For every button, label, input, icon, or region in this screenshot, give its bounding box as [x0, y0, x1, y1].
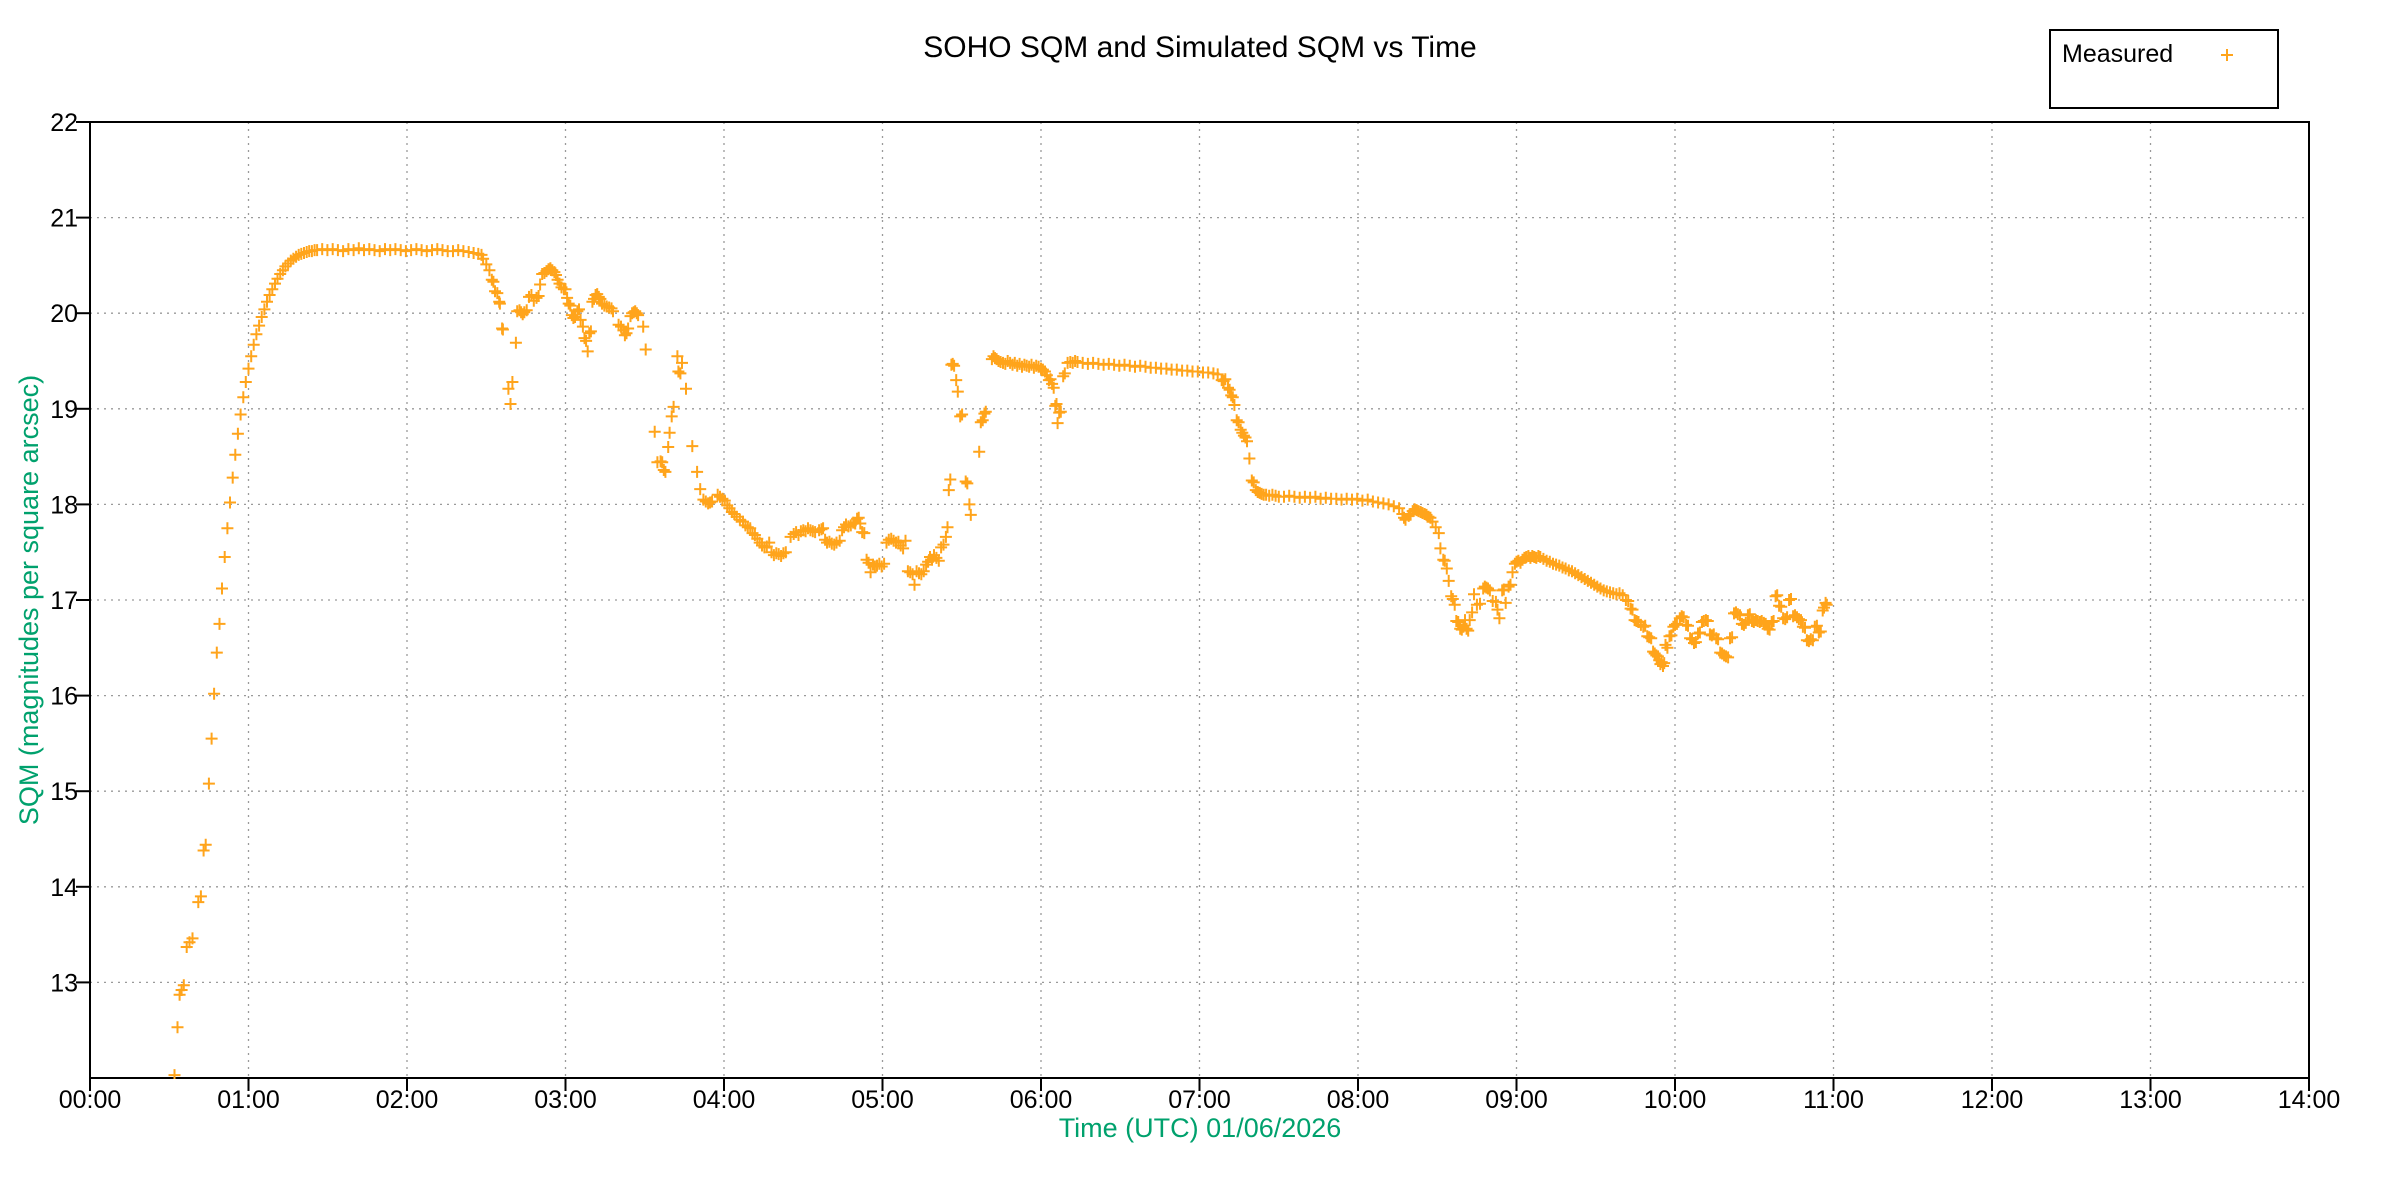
legend: Measured	[2049, 29, 2279, 109]
y-tick-label: 17	[50, 587, 78, 615]
y-tick-label: 15	[50, 778, 78, 806]
x-tick-label: 06:00	[1010, 1086, 1073, 1114]
plot-border	[89, 121, 2310, 1079]
y-tick-label: 14	[50, 874, 78, 902]
x-tick-labels: 00:00 01:00 02:00 03:00 04:00 05:00 06:00 07:00…	[59, 1086, 2341, 1114]
y-tick-label: 18	[50, 491, 78, 519]
x-tick-label: 04:00	[693, 1086, 756, 1114]
plus-icon	[2221, 49, 2233, 61]
y-tick-label: 19	[50, 396, 78, 424]
x-tick-label: 14:00	[2278, 1086, 2341, 1114]
legend-label-measured: Measured	[2062, 40, 2173, 68]
x-tick-label: 10:00	[1644, 1086, 1707, 1114]
chart-title: SOHO SQM and Simulated SQM vs Time	[923, 31, 1477, 64]
x-tick-label: 05:00	[851, 1086, 914, 1114]
legend-box	[2049, 29, 2279, 109]
y-axis-label: SQM (magnitudes per square arcsec)	[14, 375, 44, 825]
y-tick-label: 13	[50, 969, 78, 997]
x-tick-label: 07:00	[1168, 1086, 1231, 1114]
x-tick-label: 01:00	[217, 1086, 280, 1114]
y-tick-label: 22	[50, 109, 78, 137]
measured-series-points	[168, 242, 1833, 1079]
x-tick-label: 09:00	[1485, 1086, 1548, 1114]
y-tick-labels: 13 14 15 16 17 18 19 20 21 22	[50, 109, 78, 997]
x-tick-label: 08:00	[1327, 1086, 1390, 1114]
x-tick-label: 03:00	[534, 1086, 597, 1114]
axis-ticks	[76, 121, 2310, 1091]
x-tick-label: 02:00	[376, 1086, 439, 1114]
x-axis-label: Time (UTC) 01/06/2026	[1059, 1113, 1342, 1143]
y-tick-label: 16	[50, 683, 78, 711]
x-tick-label: 13:00	[2119, 1086, 2182, 1114]
x-tick-label: 11:00	[1803, 1086, 1864, 1114]
y-tick-label: 21	[50, 205, 78, 233]
x-tick-label: 00:00	[59, 1086, 122, 1114]
gridlines	[90, 122, 2309, 1078]
x-tick-label: 12:00	[1961, 1086, 2024, 1114]
plus-marker-path	[168, 242, 1833, 1079]
y-tick-label: 20	[50, 300, 78, 328]
